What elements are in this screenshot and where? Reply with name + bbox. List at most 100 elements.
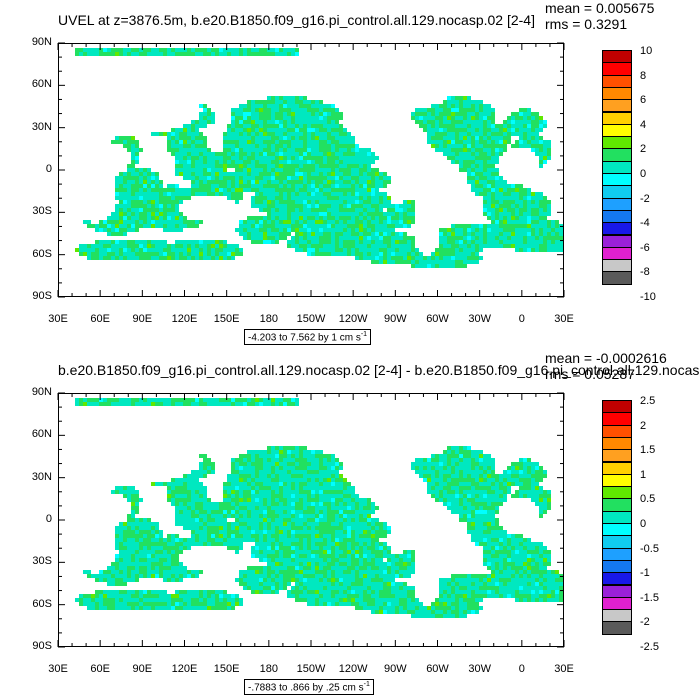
field-cell (235, 534, 239, 538)
field-cell (311, 208, 315, 212)
field-cell (499, 220, 503, 224)
field-cell (367, 216, 371, 220)
field-cell (223, 184, 227, 188)
field-cell (215, 402, 219, 406)
field-cell (251, 454, 255, 458)
field-cell (483, 140, 487, 144)
field-cell (359, 506, 363, 510)
field-cell (295, 200, 299, 204)
field-cell (143, 52, 147, 56)
field-cell (275, 124, 279, 128)
field-cell (183, 478, 187, 482)
field-cell (555, 232, 559, 236)
field-cell (519, 116, 523, 120)
field-cell (471, 232, 475, 236)
field-cell (195, 244, 199, 248)
field-cell (207, 462, 211, 466)
field-cell (339, 530, 343, 534)
field-cell (119, 252, 123, 256)
field-cell (483, 212, 487, 216)
field-cell (523, 112, 527, 116)
field-cell (231, 498, 235, 502)
field-cell (123, 538, 127, 542)
field-cell (271, 240, 275, 244)
field-cell (327, 112, 331, 116)
field-cell (347, 252, 351, 256)
field-cell (363, 240, 367, 244)
field-cell (131, 48, 135, 52)
field-cell (519, 136, 523, 140)
field-cell (383, 212, 387, 216)
field-cell (287, 204, 291, 208)
field-cell (159, 244, 163, 248)
field-cell (103, 248, 107, 252)
field-cell (291, 104, 295, 108)
field-cell (451, 498, 455, 502)
field-cell (143, 200, 147, 204)
field-cell (475, 518, 479, 522)
field-cell (131, 522, 135, 526)
field-cell (119, 180, 123, 184)
field-cell (443, 498, 447, 502)
field-cell (267, 506, 271, 510)
field-cell (151, 208, 155, 212)
field-cell (371, 260, 375, 264)
field-cell (355, 518, 359, 522)
field-cell (179, 244, 183, 248)
field-cell (187, 140, 191, 144)
field-cell (303, 124, 307, 128)
field-cell (407, 216, 411, 220)
field-cell (243, 470, 247, 474)
field-cell (339, 176, 343, 180)
field-cell (371, 196, 375, 200)
field-cell (315, 160, 319, 164)
field-cell (263, 112, 267, 116)
field-cell (443, 116, 447, 120)
field-cell (323, 208, 327, 212)
field-cell (207, 470, 211, 474)
field-cell (251, 486, 255, 490)
field-cell (219, 156, 223, 160)
field-cell (327, 136, 331, 140)
field-cell (211, 538, 215, 542)
field-cell (199, 474, 203, 478)
field-cell (239, 156, 243, 160)
field-cell (535, 220, 539, 224)
field-cell (131, 534, 135, 538)
field-cell (183, 140, 187, 144)
field-cell (543, 148, 547, 152)
field-cell (107, 402, 111, 406)
field-cell (511, 112, 515, 116)
field-cell (443, 260, 447, 264)
field-cell (283, 180, 287, 184)
field-cell (227, 132, 231, 136)
field-cell (303, 180, 307, 184)
field-cell (179, 192, 183, 196)
field-cell (187, 538, 191, 542)
field-cell (191, 48, 195, 52)
field-cell (427, 458, 431, 462)
colorbar-swatch (602, 271, 632, 285)
field-cell (179, 502, 183, 506)
field-cell (499, 502, 503, 506)
field-cell (463, 120, 467, 124)
field-cell (255, 490, 259, 494)
field-cell (295, 112, 299, 116)
field-cell (427, 490, 431, 494)
field-cell (359, 510, 363, 514)
field-cell (383, 260, 387, 264)
field-cell (471, 474, 475, 478)
field-cell (287, 188, 291, 192)
field-cell (79, 398, 83, 402)
field-cell (543, 506, 547, 510)
field-cell (399, 244, 403, 248)
field-cell (195, 498, 199, 502)
field-cell (231, 466, 235, 470)
field-cell (299, 192, 303, 196)
field-cell (479, 490, 483, 494)
field-cell (483, 188, 487, 192)
field-cell (107, 240, 111, 244)
field-cell (143, 224, 147, 228)
field-cell (475, 252, 479, 256)
field-cell (283, 156, 287, 160)
